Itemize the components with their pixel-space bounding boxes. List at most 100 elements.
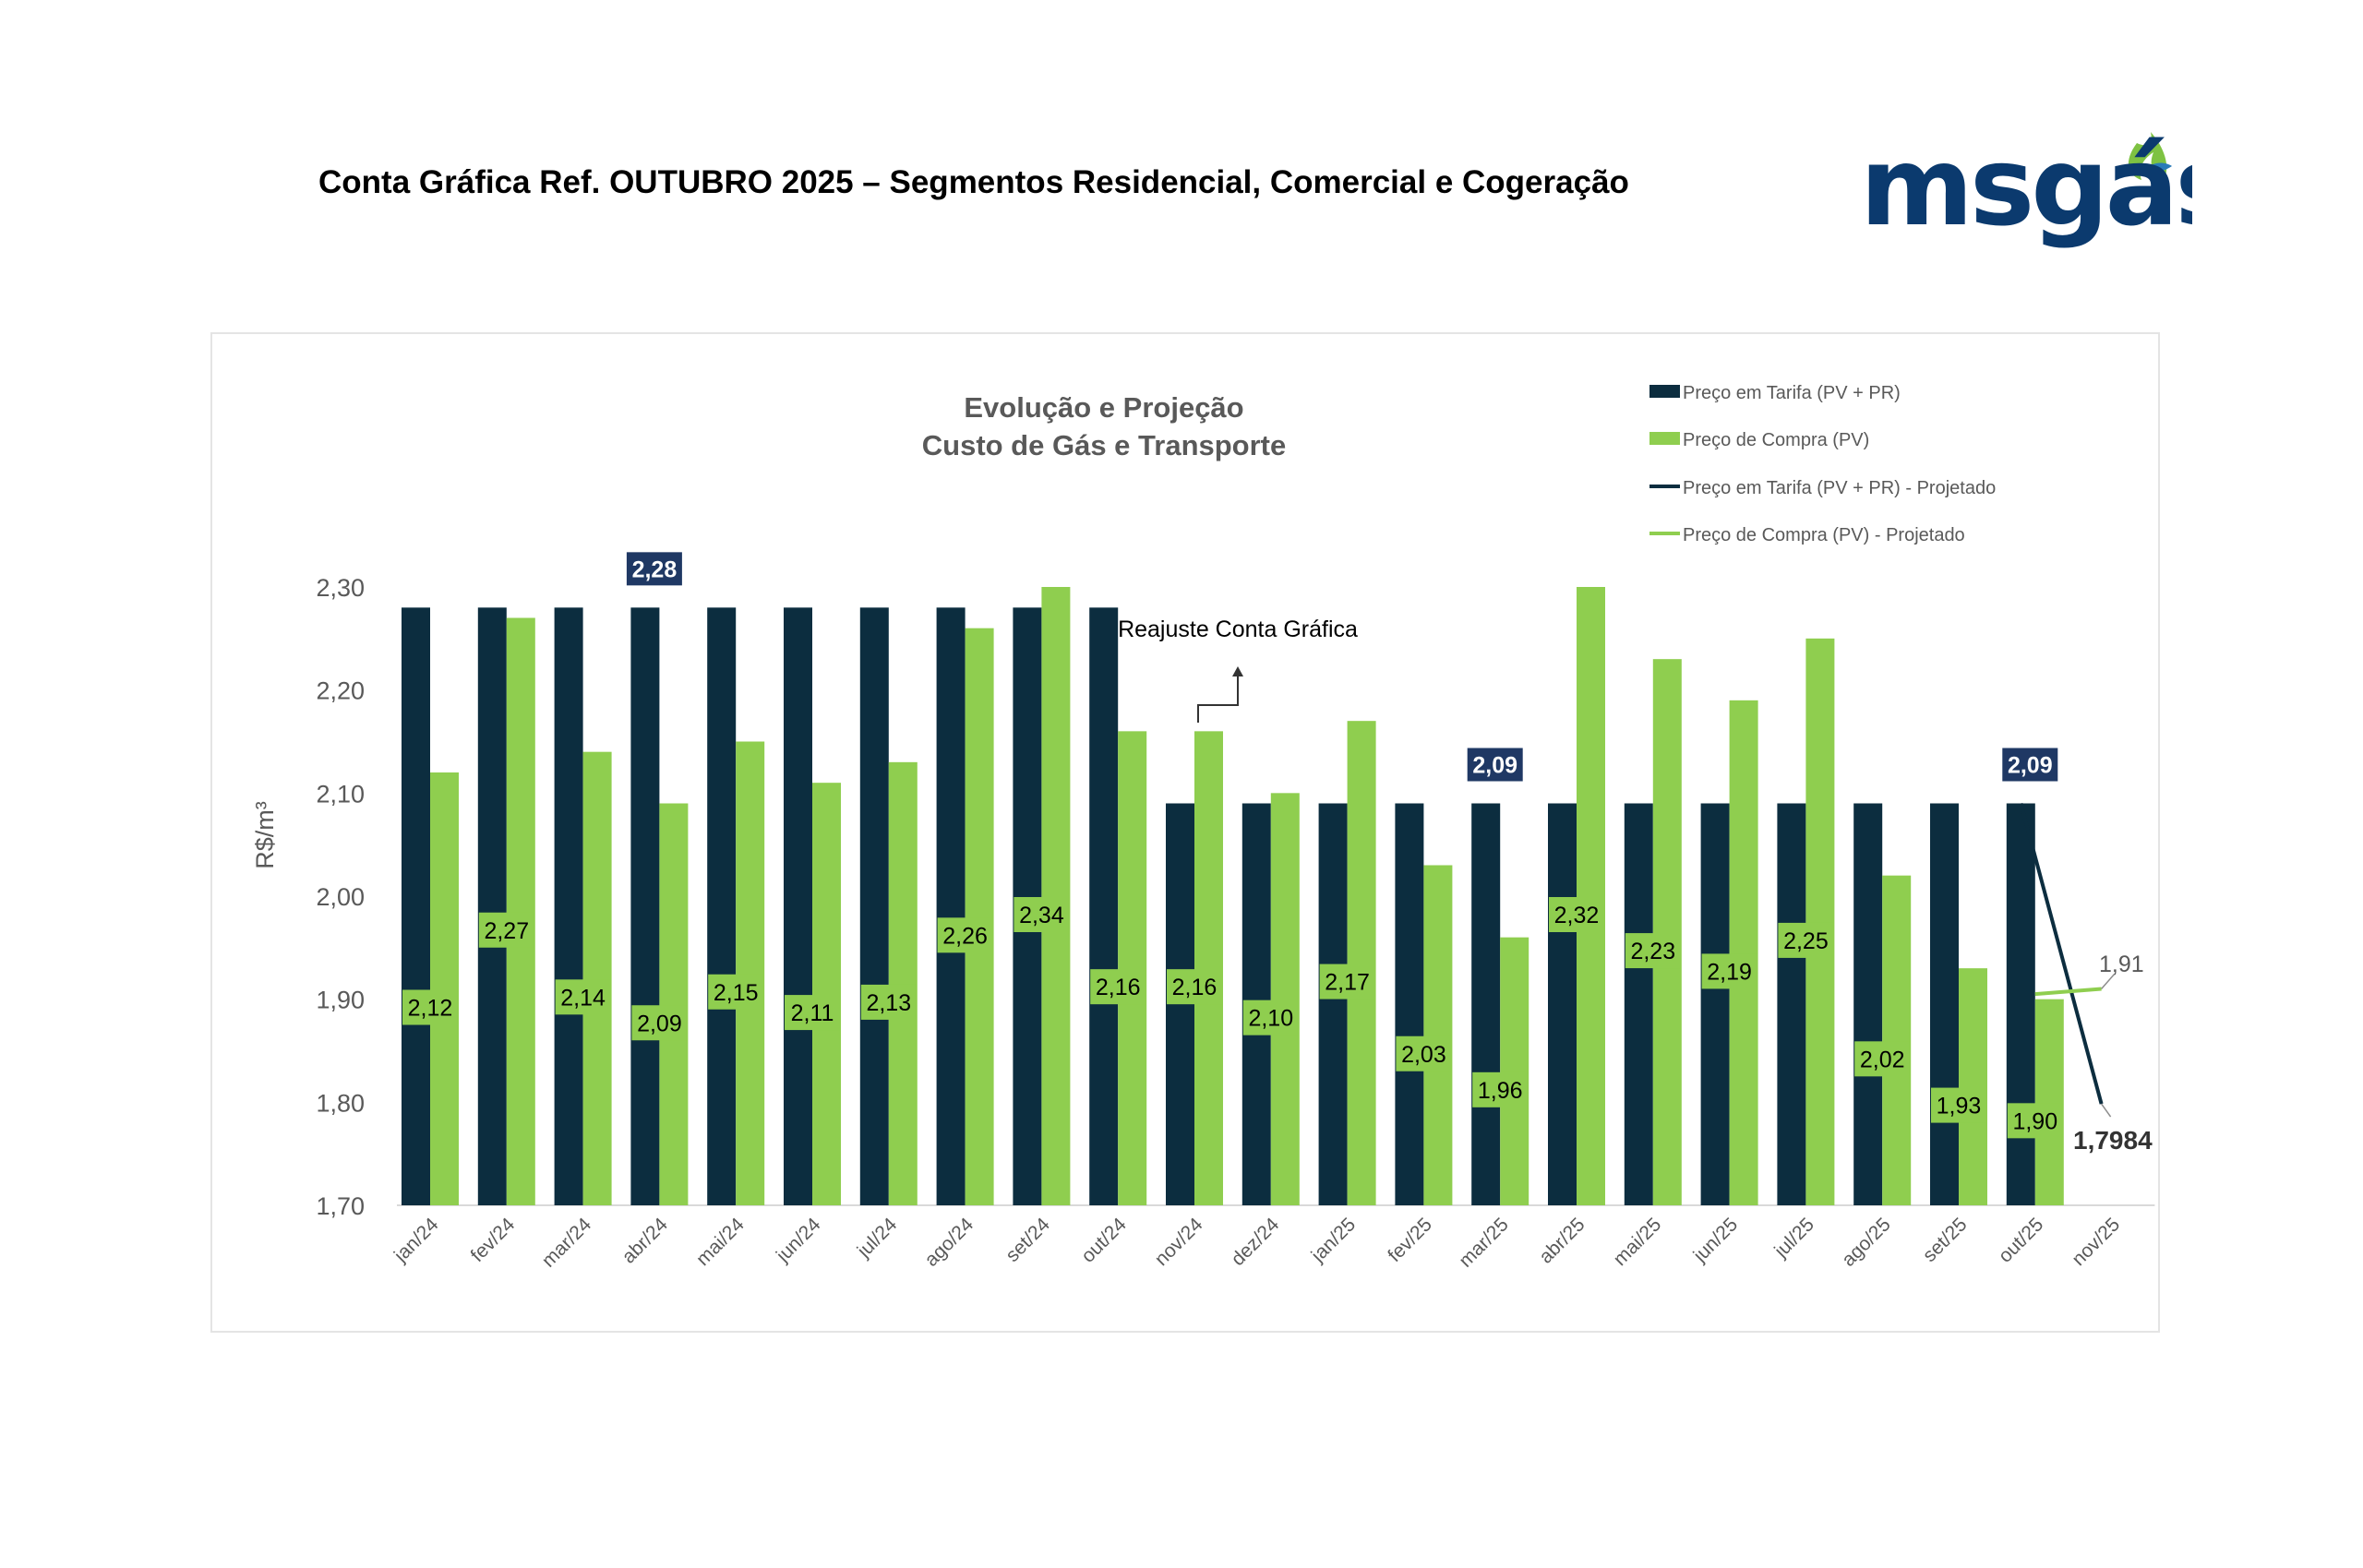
compra-data-label: 1,90 [2012,1108,2057,1134]
compra-bar [1959,968,1987,1205]
compra-bar [659,803,689,1205]
y-tick-label: 1,70 [316,1192,365,1220]
x-tick-label: mar/25 [1455,1214,1512,1271]
y-tick-label: 2,30 [316,574,365,602]
compra-label-box [1931,1087,1986,1123]
compra-data-label: 2,11 [791,1000,834,1026]
compra-data-label: 2,12 [408,996,453,1022]
legend-bar-swatch [1649,385,1680,398]
legend-bar-swatch [1649,432,1680,445]
tarifa-bar [1318,803,1348,1205]
compra-label-box [1167,969,1222,1005]
compra-label-box [1319,964,1375,999]
compra-bar [1652,659,1682,1205]
x-tick-label: out/25 [1995,1214,2048,1267]
compra-data-label: 2,15 [714,980,759,1006]
logo-flame-blue-icon [2146,162,2172,173]
compra-label-box [937,917,993,953]
compra-data-label: 1,93 [1937,1094,1982,1119]
compra-data-label: 2,19 [1707,959,1752,985]
compra-label-box [1090,969,1146,1005]
tarifa-highlight-label: 2,09 [2008,753,2053,779]
compra-projection-line [2034,987,2102,997]
compra-label-box [631,1005,688,1041]
x-tick-label: mar/24 [538,1214,596,1272]
compra-label-box [1549,897,1604,932]
x-tick-label: ago/25 [1838,1214,1895,1271]
tarifa-bar [1853,803,1883,1205]
x-tick-label: jun/24 [772,1214,825,1267]
compra-bar [888,761,918,1205]
annotation-text: Reajuste Conta Gráfica [1118,616,1358,642]
y-tick-label: 2,00 [316,883,365,911]
tarifa-bar [784,607,812,1205]
compra-bar [1041,587,1071,1205]
tarifa-bar [707,607,737,1205]
compra-data-label: 2,16 [1096,975,1141,1000]
compra-bar [2034,999,2064,1205]
tarifa-bar [1089,607,1119,1205]
x-tick-label: mai/24 [692,1214,749,1270]
compra-data-label: 2,10 [1248,1006,1293,1032]
tarifa-bar [630,607,660,1205]
page-title: Conta Gráfica Ref. OUTUBRO 2025 – Segmen… [318,164,1629,200]
tarifa-projection-label: 1,7984 [2073,1126,2153,1155]
compra-label-box [555,979,611,1015]
bars [402,587,2064,1205]
y-axis-label: R$/m³ [251,801,279,869]
compra-projection-leader [2101,974,2116,989]
x-axis: jan/24 fev/24 mar/24 abr/24 mai/24 jun/24 jul/… [390,1214,2124,1272]
compra-data-label: 2,14 [560,985,606,1011]
annotation: Reajuste Conta Gráfica [1118,616,1358,723]
compra-bar [965,628,994,1205]
tarifa-bar [477,607,507,1205]
tarifa-bar [1166,803,1194,1205]
x-tick-label: jun/25 [1689,1214,1742,1266]
compra-bar [1805,638,1835,1205]
tarifa-bar [1930,803,1959,1205]
tarifa-bar [554,607,583,1205]
legend-label: Preço de Compra (PV) [1683,430,1869,450]
compra-data-label: 2,25 [1783,928,1829,954]
compra-bar [506,617,535,1205]
tarifa-bar [1548,803,1577,1205]
y-tick-label: 2,20 [316,677,365,705]
legend: Preço em Tarifa (PV + PR) Preço de Compra… [1649,383,1996,545]
compra-bar [812,783,841,1205]
x-tick-label: jan/24 [390,1214,443,1267]
compra-bar [1270,793,1300,1205]
tarifa-highlight-label: 2,09 [1472,753,1517,779]
compra-label-box [1014,897,1070,932]
compra-data-label: 2,34 [1019,903,1064,928]
compra-label-box [860,984,917,1020]
compra-data-label: 2,03 [1401,1042,1446,1068]
compra-data-label: 2,23 [1630,939,1675,964]
compra-label-box [1242,999,1299,1035]
compra-bar [1347,721,1376,1205]
tarifa-bar [1700,803,1730,1205]
tarifa-bar [402,607,430,1205]
compra-label-box [1625,933,1681,969]
tarifa-projection-line [2019,802,2104,1105]
compra-data-label: 2,26 [942,923,988,949]
tarifa-bar [1624,803,1653,1205]
data-labels: 2,12 2,27 2,14 2,09 2,15 2,11 2,13 2,26 2,34 2,16… [402,552,2153,1155]
compra-label-box [708,974,764,1010]
tarifa-highlight-box [626,552,682,586]
tarifa-bar [1395,803,1424,1205]
logo-text: msgás [1860,125,2192,249]
x-tick-label: jan/25 [1307,1214,1360,1266]
msgas-logo: msgás [1860,125,2192,249]
compra-bar [1423,865,1453,1205]
compra-label-box [1854,1041,1911,1077]
x-tick-label: jul/24 [853,1214,902,1263]
tarifa-bar [2006,803,2035,1205]
tarifa-bar [1471,803,1501,1205]
projection-lines [2019,802,2104,1105]
x-tick-label: nov/24 [1151,1214,1207,1270]
compra-label-box [1396,1035,1452,1071]
compra-bar [1194,731,1223,1205]
x-tick-label: fev/24 [467,1214,520,1266]
tarifa-bar [936,607,966,1205]
x-tick-label: set/24 [1002,1214,1054,1266]
